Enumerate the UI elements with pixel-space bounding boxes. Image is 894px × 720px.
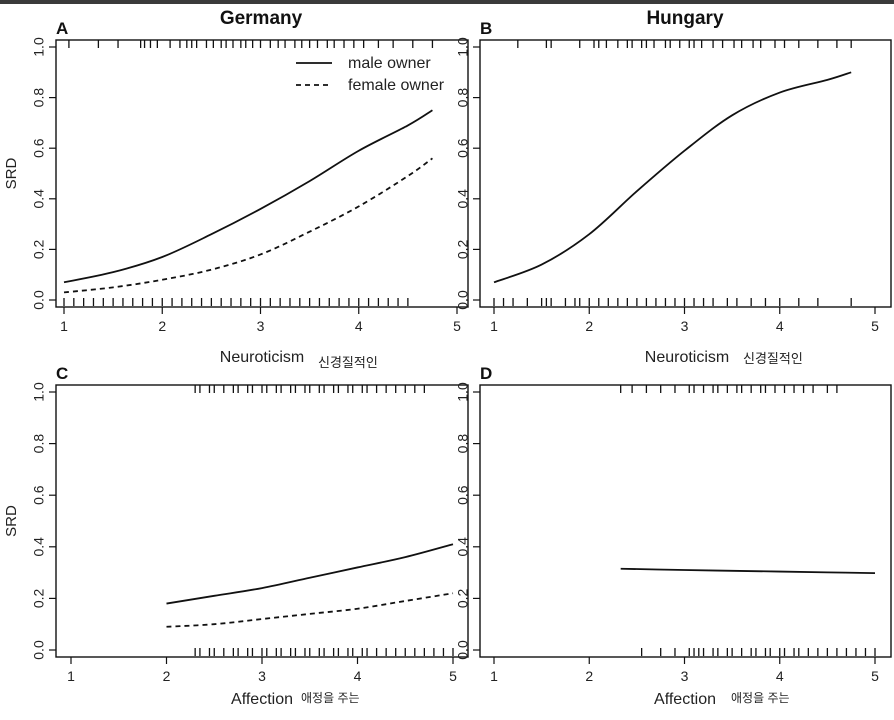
x-tick-label-a-1: 1: [60, 318, 68, 334]
annotation-a: 신경질적인: [318, 355, 378, 370]
panel-label-a: A: [56, 19, 68, 38]
title-hungary: Hungary: [646, 8, 724, 29]
y-tick-label-a-2: 0.2: [31, 239, 47, 259]
annotation-c: 애정을 주는: [301, 691, 360, 705]
title-germany: Germany: [220, 8, 303, 29]
panel-a: A 1 2 3 4 5 0.0 0.2 0.4 0.6 0.8 1.0 SRD Neuroticism ma…: [3, 19, 469, 366]
y-tick-label-a-6: 1.0: [31, 37, 47, 57]
x-tick-label-b-3: 3: [681, 318, 689, 334]
y-tick-label-d-5: 0.8: [455, 434, 471, 454]
panel-b: B 1 2 3 4 5 0.0 0.2 0.4 0.6 0.8 1.0 Neuroticism: [455, 19, 892, 366]
x-tick-label-b-1: 1: [490, 318, 498, 334]
y-tick-label-a-4: 0.6: [31, 138, 47, 158]
plot-frame-a: [55, 39, 469, 308]
y-tick-label-b-5: 0.8: [455, 88, 471, 108]
y-tick-label-a-1: 0.0: [31, 290, 47, 310]
plot-frame-d: [479, 384, 892, 658]
x-tick-label-b-2: 2: [585, 318, 593, 334]
y-tick-label-d-4: 0.6: [455, 485, 471, 505]
annotation-b: 신경질적인: [743, 351, 803, 366]
y-tick-label-d-6: 1.0: [455, 382, 471, 402]
x-tick-label-b-4: 4: [776, 318, 784, 334]
x-tick-label-c-2: 2: [163, 668, 171, 684]
series-line-b-male: [493, 71, 852, 284]
x-tick-label-c-3: 3: [258, 668, 266, 684]
panel-label-c: C: [56, 364, 68, 383]
y-tick-label-b-3: 0.4: [455, 189, 471, 209]
x-axis-label-a: Neuroticism: [220, 349, 304, 366]
x-tick-label-b-5: 5: [871, 318, 879, 334]
x-tick-label-c-4: 4: [354, 668, 362, 684]
y-tick-label-c-1: 0.0: [31, 640, 47, 660]
y-tick-label-c-4: 0.6: [31, 485, 47, 505]
y-tick-label-b-2: 0.2: [455, 239, 471, 259]
series-line-a-male: [63, 109, 433, 284]
plot-frame-b: [479, 39, 892, 308]
panel-label-b: B: [480, 19, 492, 38]
figure-canvas: Germany Hungary A 1 2 3 4 5 0.0 0.2 0.4 0.6 0.8 1.0…: [3, 8, 892, 708]
panel-d: D 1 2 3 4 5 0.0 0.2 0.4 0.6 0.8 1.0 Affection: [455, 364, 892, 708]
y-tick-label-c-6: 1.0: [31, 382, 47, 402]
y-axis-label-a: SRD: [3, 157, 20, 189]
series-line-a-female: [63, 157, 433, 294]
series-line-c-male: [166, 543, 454, 605]
panel-c: C 1 2 3 4 5 0.0 0.2 0.4 0.6 0.8 1.0 SRD Affection: [3, 364, 469, 708]
annotation-d: 애정을 주는: [731, 691, 790, 705]
panel-label-d: D: [480, 364, 492, 383]
x-axis-label-c: Affection: [231, 691, 293, 708]
x-tick-label-a-3: 3: [257, 318, 265, 334]
x-axis-label-d: Affection: [654, 691, 716, 708]
series-line-c-female: [166, 592, 454, 628]
plot-frame-c: [55, 384, 469, 658]
x-tick-label-d-4: 4: [776, 668, 784, 684]
legend-label-female: female owner: [348, 77, 445, 94]
y-tick-label-b-6: 1.0: [455, 37, 471, 57]
y-tick-label-d-1: 0.0: [455, 640, 471, 660]
y-tick-label-d-3: 0.4: [455, 537, 471, 557]
legend-label-male: male owner: [348, 55, 431, 72]
y-tick-label-d-2: 0.2: [455, 588, 471, 608]
y-tick-label-b-4: 0.6: [455, 138, 471, 158]
x-tick-label-d-1: 1: [490, 668, 498, 684]
y-tick-label-c-2: 0.2: [31, 588, 47, 608]
x-tick-label-d-3: 3: [681, 668, 689, 684]
y-tick-label-a-5: 0.8: [31, 88, 47, 108]
x-tick-label-d-2: 2: [585, 668, 593, 684]
x-tick-label-a-2: 2: [158, 318, 166, 334]
y-tick-label-a-3: 0.4: [31, 189, 47, 209]
x-tick-label-c-1: 1: [67, 668, 75, 684]
panels-group: A 1 2 3 4 5 0.0 0.2 0.4 0.6 0.8 1.0 SRD Neuroticism ma…: [3, 19, 892, 708]
y-tick-label-c-3: 0.4: [31, 537, 47, 557]
y-tick-label-c-5: 0.8: [31, 434, 47, 454]
series-line-d-male: [620, 567, 876, 575]
x-tick-label-a-4: 4: [355, 318, 363, 334]
x-tick-label-c-5: 5: [449, 668, 457, 684]
y-tick-label-b-1: 0.0: [455, 290, 471, 310]
x-axis-label-b: Neuroticism: [645, 349, 729, 366]
x-tick-label-d-5: 5: [871, 668, 879, 684]
y-axis-label-c: SRD: [3, 505, 20, 537]
x-tick-label-a-5: 5: [453, 318, 461, 334]
